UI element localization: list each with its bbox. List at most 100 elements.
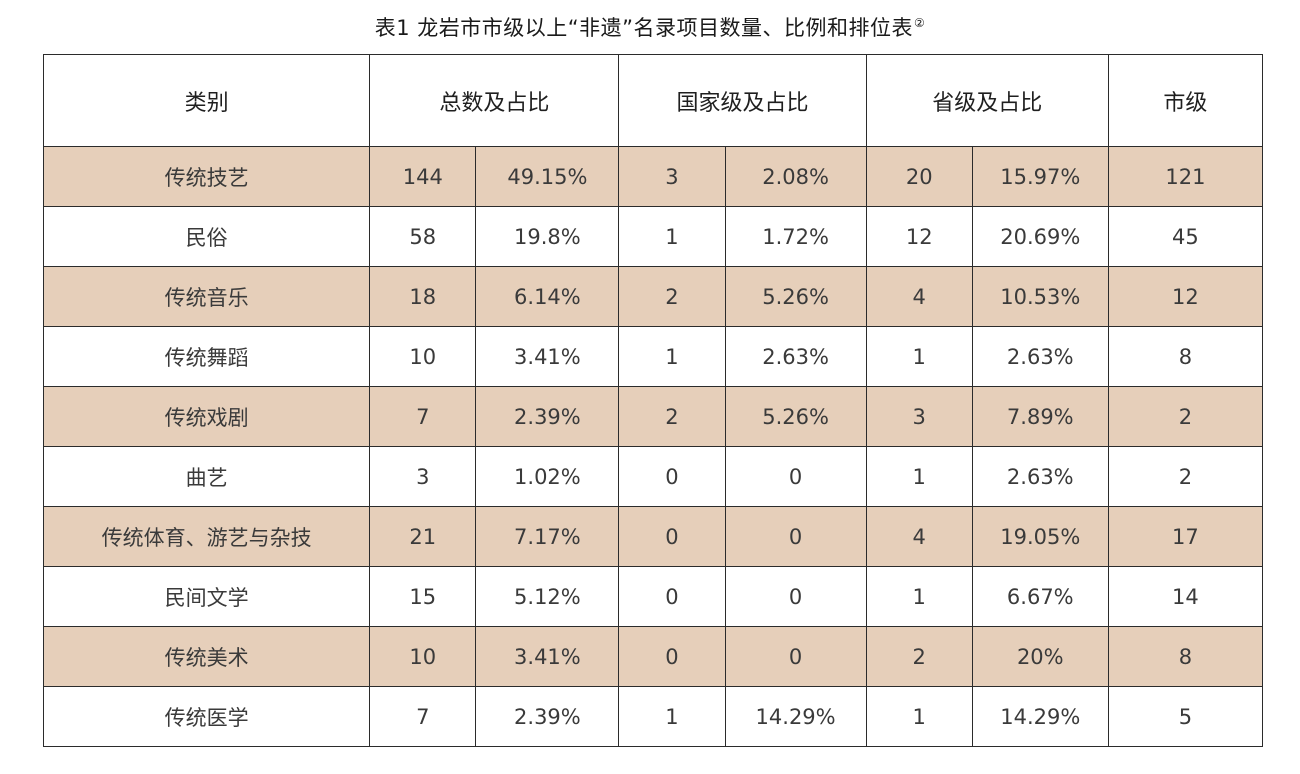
cell-national-pct: 2.08% [724,146,867,207]
cell-total-count: 15 [369,566,477,627]
cell-city-count: 12 [1107,266,1264,327]
cell-national-pct: 5.26% [724,386,867,447]
table-row: 传统医学 7 2.39% 1 14.29% 1 14.29% 5 [42,686,1264,747]
cell-total-count: 21 [369,506,477,567]
table-title: 表1 龙岩市市级以上“非遗”名录项目数量、比例和排位表② [0,6,1300,45]
table-title-text: 表1 龙岩市市级以上“非遗”名录项目数量、比例和排位表 [374,16,914,40]
cell-total-pct: 1.02% [475,446,620,507]
header-provincial: 省级及占比 [865,54,1109,147]
cell-city-count: 45 [1107,206,1264,267]
cell-city-count: 5 [1107,686,1264,747]
cell-provincial-pct: 15.97% [971,146,1109,207]
cell-total-pct: 2.39% [475,386,620,447]
cell-category: 传统美术 [42,626,371,687]
cell-city-count: 8 [1107,626,1264,687]
cell-national-pct: 0 [724,506,867,567]
cell-total-pct: 6.14% [475,266,620,327]
cell-national-count: 2 [618,266,726,327]
table-row: 曲艺 3 1.02% 0 0 1 2.63% 2 [42,446,1264,507]
table-row: 传统技艺 144 49.15% 3 2.08% 20 15.97% 121 [42,146,1264,207]
cell-provincial-pct: 20% [971,626,1109,687]
cell-total-pct: 7.17% [475,506,620,567]
table-body: 传统技艺 144 49.15% 3 2.08% 20 15.97% 121 民俗 58 19.8% 1… [42,146,1264,747]
cell-provincial-count: 3 [865,386,973,447]
cell-provincial-count: 1 [865,446,973,507]
cell-national-pct: 2.63% [724,326,867,387]
cell-category: 传统技艺 [42,146,371,207]
header-city: 市级 [1107,54,1264,147]
cell-national-pct: 0 [724,446,867,507]
cell-total-pct: 49.15% [475,146,620,207]
cell-national-count: 3 [618,146,726,207]
cell-provincial-pct: 10.53% [971,266,1109,327]
table-row: 民俗 58 19.8% 1 1.72% 12 20.69% 45 [42,206,1264,267]
cell-total-count: 18 [369,266,477,327]
cell-total-count: 10 [369,326,477,387]
cell-category: 传统音乐 [42,266,371,327]
table-row: 传统音乐 18 6.14% 2 5.26% 4 10.53% 12 [42,266,1264,327]
cell-category: 曲艺 [42,446,371,507]
cell-city-count: 2 [1107,386,1264,447]
cell-category: 民间文学 [42,566,371,627]
cell-national-count: 1 [618,326,726,387]
cell-city-count: 17 [1107,506,1264,567]
table-row: 传统舞蹈 10 3.41% 1 2.63% 1 2.63% 8 [42,326,1264,387]
cell-total-pct: 3.41% [475,326,620,387]
cell-total-count: 7 [369,686,477,747]
cell-national-count: 0 [618,626,726,687]
cell-total-count: 144 [369,146,477,207]
cell-provincial-count: 2 [865,626,973,687]
cell-city-count: 2 [1107,446,1264,507]
cell-national-count: 1 [618,206,726,267]
cell-provincial-count: 1 [865,686,973,747]
header-national: 国家级及占比 [618,54,867,147]
cell-category: 传统戏剧 [42,386,371,447]
table-row: 民间文学 15 5.12% 0 0 1 6.67% 14 [42,566,1264,627]
cell-provincial-count: 4 [865,506,973,567]
cell-national-pct: 14.29% [724,686,867,747]
cell-national-count: 0 [618,446,726,507]
table-row: 传统美术 10 3.41% 0 0 2 20% 8 [42,626,1264,687]
cell-provincial-pct: 2.63% [971,446,1109,507]
cell-provincial-pct: 7.89% [971,386,1109,447]
cell-total-count: 3 [369,446,477,507]
heritage-table: 类别 总数及占比 国家级及占比 省级及占比 市级 传统技艺 144 49.15% 3 2… [42,54,1264,747]
cell-national-pct: 0 [724,626,867,687]
cell-category: 传统舞蹈 [42,326,371,387]
cell-city-count: 14 [1107,566,1264,627]
cell-city-count: 121 [1107,146,1264,207]
footnote-mark: ② [914,16,926,30]
header-total: 总数及占比 [369,54,620,147]
cell-total-pct: 3.41% [475,626,620,687]
header-category: 类别 [42,54,371,147]
cell-provincial-count: 20 [865,146,973,207]
cell-provincial-count: 1 [865,326,973,387]
cell-total-count: 7 [369,386,477,447]
cell-national-pct: 1.72% [724,206,867,267]
cell-national-count: 0 [618,506,726,567]
cell-total-pct: 5.12% [475,566,620,627]
cell-national-count: 2 [618,386,726,447]
cell-provincial-pct: 14.29% [971,686,1109,747]
cell-provincial-pct: 2.63% [971,326,1109,387]
cell-total-count: 10 [369,626,477,687]
cell-national-pct: 0 [724,566,867,627]
table-row: 传统戏剧 7 2.39% 2 5.26% 3 7.89% 2 [42,386,1264,447]
cell-provincial-count: 4 [865,266,973,327]
cell-provincial-count: 1 [865,566,973,627]
cell-category: 传统体育、游艺与杂技 [42,506,371,567]
cell-total-count: 58 [369,206,477,267]
cell-provincial-pct: 20.69% [971,206,1109,267]
cell-category: 民俗 [42,206,371,267]
cell-national-pct: 5.26% [724,266,867,327]
cell-category: 传统医学 [42,686,371,747]
cell-provincial-pct: 6.67% [971,566,1109,627]
cell-total-pct: 2.39% [475,686,620,747]
cell-national-count: 1 [618,686,726,747]
cell-total-pct: 19.8% [475,206,620,267]
header-row: 类别 总数及占比 国家级及占比 省级及占比 市级 [42,54,1264,147]
cell-city-count: 8 [1107,326,1264,387]
cell-provincial-pct: 19.05% [971,506,1109,567]
cell-provincial-count: 12 [865,206,973,267]
table-row: 传统体育、游艺与杂技 21 7.17% 0 0 4 19.05% 17 [42,506,1264,567]
